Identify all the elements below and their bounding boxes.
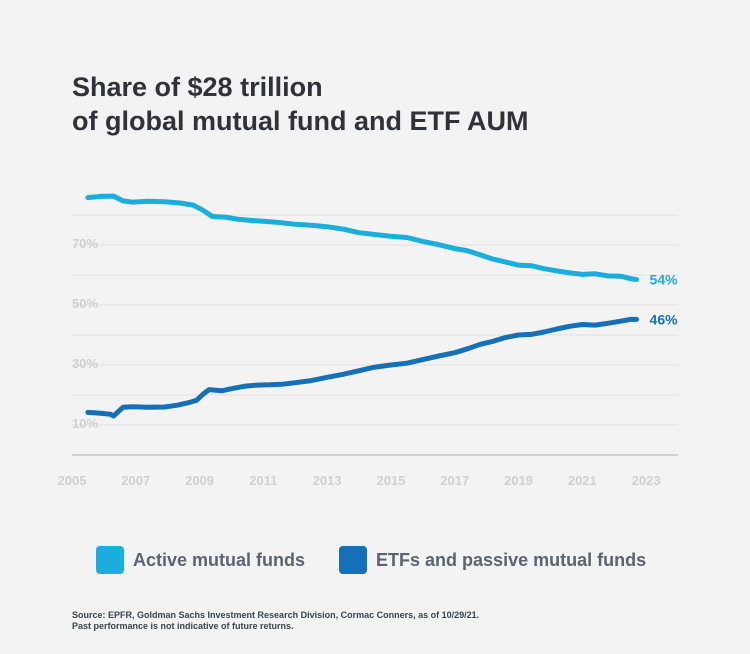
y-tick-label: 10%: [72, 416, 98, 431]
x-tick-label: 2015: [376, 473, 405, 488]
end-label-active: 54%: [650, 272, 679, 288]
gridlines: [72, 214, 678, 456]
legend-item-active: Active mutual funds: [96, 546, 305, 574]
series-line-active: [85, 193, 639, 282]
x-tick-label: 2007: [121, 473, 150, 488]
y-tick-label: 30%: [72, 356, 98, 371]
chart-title-line-1: Share of $28 trillion: [72, 72, 323, 102]
x-axis-ticks: 2005 2007 2009 2011 2013 2015 2017 2019 2021 2023: [58, 473, 661, 488]
end-label-passive: 46%: [650, 311, 679, 327]
legend-item-passive: ETFs and passive mutual funds: [339, 546, 646, 574]
legend-swatch-active: [96, 546, 124, 574]
source-line: Source: EPFR, Goldman Sachs Investment R…: [72, 610, 480, 620]
legend-label-active: Active mutual funds: [133, 549, 306, 570]
legend: Active mutual funds ETFs and passive mut…: [96, 546, 680, 574]
legend-label-passive: ETFs and passive mutual funds: [376, 549, 647, 570]
chart-title: Share of $28 trillion of global mutual f…: [72, 70, 528, 138]
x-tick-label: 2019: [504, 473, 533, 488]
chart-title-line-2: of global mutual fund and ETF AUM: [72, 106, 529, 136]
series-line-passive: [85, 316, 639, 419]
x-tick-label: 2021: [568, 473, 597, 488]
end-labels: 54% 46%: [650, 272, 679, 328]
x-tick-label: 2013: [313, 473, 342, 488]
disclaimer-line: Past performance is not indicative of fu…: [72, 621, 294, 631]
x-tick-label: 2005: [58, 473, 87, 488]
x-tick-label: 2023: [632, 473, 661, 488]
x-tick-label: 2017: [440, 473, 469, 488]
y-tick-label: 50%: [72, 296, 98, 311]
y-tick-label: 70%: [72, 236, 98, 251]
y-axis-ticks: 10% 30% 50% 70%: [72, 236, 98, 431]
x-tick-label: 2011: [249, 473, 277, 488]
series-lines: [85, 193, 639, 419]
source-note: Source: EPFR, Goldman Sachs Investment R…: [72, 610, 479, 632]
x-tick-label: 2009: [185, 473, 214, 488]
legend-swatch-passive: [339, 546, 368, 574]
